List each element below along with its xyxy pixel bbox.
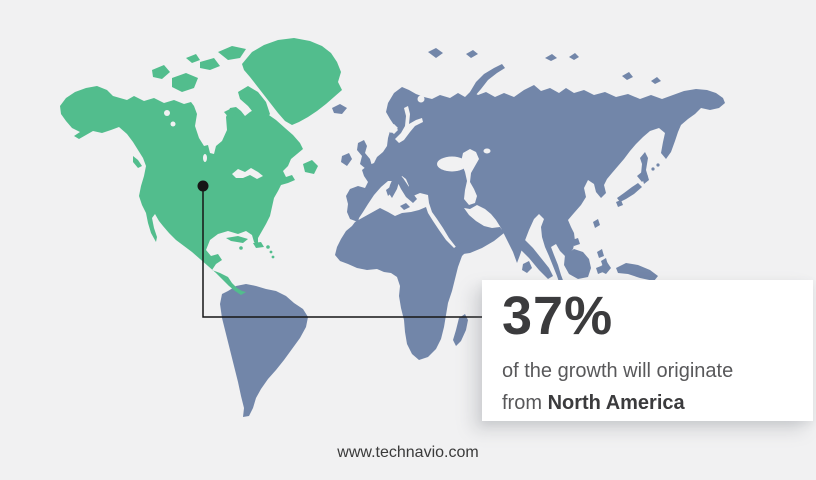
island-puerto-rico — [266, 245, 270, 249]
island-philippines-3 — [596, 266, 603, 274]
island-ellesmere — [218, 46, 246, 60]
island-novaya-zemlya — [470, 64, 505, 96]
great-bear-lake — [164, 110, 170, 116]
island-sri-lanka — [522, 261, 532, 273]
island-cuba — [226, 236, 248, 243]
island-arctic-1 — [545, 54, 557, 61]
island-ireland — [341, 153, 352, 166]
white-sea — [417, 95, 425, 103]
island-honshu — [617, 183, 642, 202]
island-arctic-2 — [569, 53, 579, 60]
landmass-greenland — [242, 38, 342, 125]
island-sardinia — [386, 187, 392, 196]
island-svalbard — [428, 48, 443, 58]
island-iceland — [332, 104, 347, 114]
island-great-britain — [357, 140, 372, 169]
island-hainan — [572, 238, 580, 246]
callout-connector-line — [202, 186, 482, 318]
skagerrak — [386, 124, 398, 133]
aral-sea — [483, 148, 491, 154]
landmass-africa — [335, 207, 478, 360]
region-north-america — [60, 38, 342, 295]
island-victoria — [172, 73, 198, 92]
island-arctic-small — [186, 54, 200, 63]
website-url: www.technavio.com — [337, 444, 479, 461]
island-philippines-1 — [597, 249, 604, 258]
stat-description-line1: of the growth will originate — [502, 359, 734, 382]
great-lakes — [232, 168, 263, 179]
baltic-sea — [395, 106, 423, 143]
stat-region: North America — [547, 391, 685, 414]
island-franz-josef — [466, 50, 478, 58]
black-sea — [437, 156, 467, 172]
island-borneo — [564, 249, 591, 279]
stat-callout-card: 37% of the growth will originate from No… — [482, 280, 813, 421]
stat-description: of the growth will originate from North … — [502, 355, 813, 419]
island-vancouver — [133, 156, 142, 168]
island-bahamas — [258, 229, 262, 233]
island-newfoundland — [303, 160, 318, 174]
stat-value: 37% — [502, 286, 614, 346]
island-banks — [152, 65, 170, 79]
island-kuril-1 — [656, 163, 660, 167]
island-sicily — [400, 203, 410, 210]
island-hispaniola — [253, 242, 264, 248]
landmass-south-america — [220, 284, 308, 417]
island-taiwan — [593, 219, 600, 228]
island-antilles-1 — [269, 250, 273, 254]
island-jamaica — [239, 246, 243, 250]
landmass-eurasia — [346, 85, 725, 288]
great-slave-lake — [170, 121, 176, 127]
landmass-north-america — [60, 86, 303, 295]
lake-winnipeg — [203, 154, 207, 162]
island-arctic-4 — [651, 77, 661, 84]
island-baffin — [238, 86, 270, 122]
island-kyushu — [616, 200, 623, 207]
island-kuril-2 — [651, 167, 655, 171]
caspian-sea — [461, 149, 479, 205]
island-antilles-2 — [271, 255, 275, 259]
island-madagascar — [453, 314, 468, 346]
location-marker-dot — [197, 180, 209, 192]
island-southampton — [224, 108, 237, 119]
island-arctic-3 — [622, 72, 633, 80]
callout-connector — [197, 180, 482, 318]
island-new-guinea — [616, 263, 658, 281]
island-sumatra — [519, 240, 553, 279]
stat-description-line2-prefix: from — [502, 391, 548, 414]
island-devon — [200, 58, 220, 70]
island-hokkaido — [637, 171, 648, 182]
inland-seas-and-lakes — [164, 95, 491, 205]
island-sulawesi — [601, 262, 611, 274]
